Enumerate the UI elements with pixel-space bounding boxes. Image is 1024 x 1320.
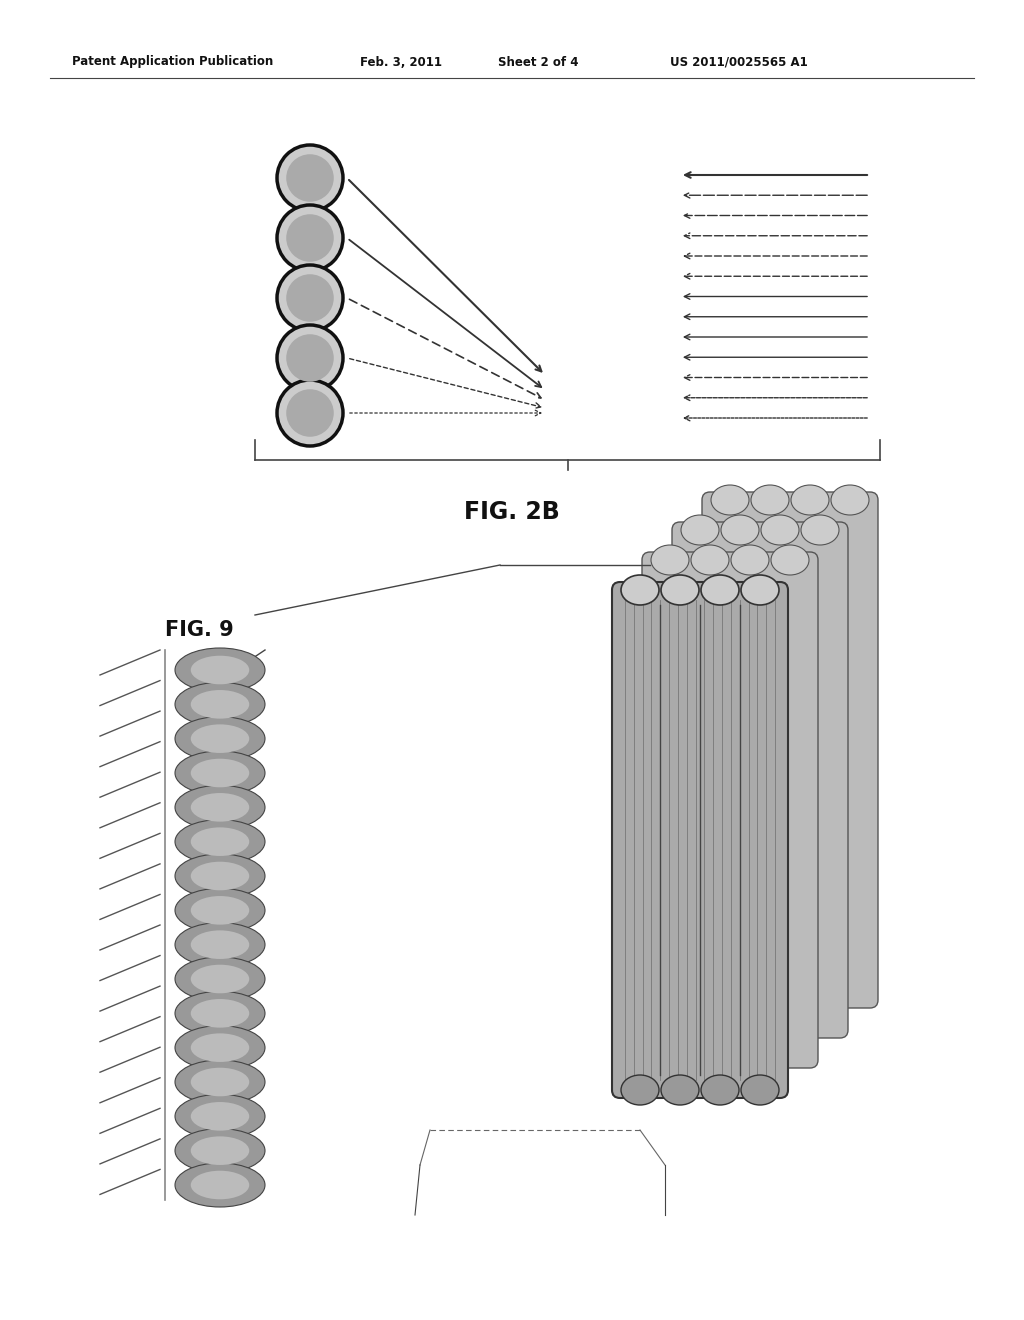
Ellipse shape <box>831 484 869 515</box>
Ellipse shape <box>175 1060 265 1104</box>
Ellipse shape <box>190 1102 249 1131</box>
Ellipse shape <box>175 717 265 760</box>
Ellipse shape <box>175 682 265 726</box>
Ellipse shape <box>681 515 719 545</box>
Ellipse shape <box>190 999 249 1028</box>
Ellipse shape <box>691 545 729 576</box>
Ellipse shape <box>662 576 699 605</box>
Ellipse shape <box>651 545 689 576</box>
Circle shape <box>278 205 343 271</box>
Text: Feb. 3, 2011: Feb. 3, 2011 <box>360 55 442 69</box>
Ellipse shape <box>190 759 249 787</box>
Ellipse shape <box>175 1129 265 1172</box>
Ellipse shape <box>175 957 265 1001</box>
Ellipse shape <box>741 1074 779 1105</box>
Ellipse shape <box>771 545 809 576</box>
Circle shape <box>278 265 343 331</box>
Text: Sheet 2 of 4: Sheet 2 of 4 <box>498 55 579 69</box>
Ellipse shape <box>190 1068 249 1097</box>
Ellipse shape <box>801 515 839 545</box>
Circle shape <box>287 389 334 437</box>
Ellipse shape <box>190 690 249 718</box>
Ellipse shape <box>741 576 779 605</box>
Ellipse shape <box>175 888 265 932</box>
Ellipse shape <box>701 1074 739 1105</box>
Ellipse shape <box>701 576 739 605</box>
Ellipse shape <box>190 793 249 821</box>
Ellipse shape <box>190 862 249 890</box>
Ellipse shape <box>662 1074 699 1105</box>
Ellipse shape <box>791 484 829 515</box>
Ellipse shape <box>190 1137 249 1166</box>
Circle shape <box>278 145 343 211</box>
FancyBboxPatch shape <box>702 492 878 1008</box>
Text: Patent Application Publication: Patent Application Publication <box>72 55 273 69</box>
FancyBboxPatch shape <box>672 521 848 1038</box>
Circle shape <box>287 154 334 202</box>
Ellipse shape <box>175 1163 265 1206</box>
Ellipse shape <box>721 515 759 545</box>
FancyBboxPatch shape <box>612 582 788 1098</box>
Ellipse shape <box>190 656 249 684</box>
Circle shape <box>278 380 343 446</box>
FancyBboxPatch shape <box>642 552 818 1068</box>
Ellipse shape <box>175 820 265 863</box>
Ellipse shape <box>190 965 249 993</box>
Ellipse shape <box>190 725 249 752</box>
Ellipse shape <box>175 1026 265 1069</box>
Ellipse shape <box>731 545 769 576</box>
Ellipse shape <box>175 923 265 966</box>
Circle shape <box>287 214 334 261</box>
Ellipse shape <box>621 1074 659 1105</box>
Ellipse shape <box>751 484 790 515</box>
Circle shape <box>287 275 334 322</box>
Ellipse shape <box>175 1094 265 1138</box>
Ellipse shape <box>175 751 265 795</box>
Text: US 2011/0025565 A1: US 2011/0025565 A1 <box>670 55 808 69</box>
Ellipse shape <box>190 931 249 958</box>
Ellipse shape <box>761 515 799 545</box>
Ellipse shape <box>711 484 749 515</box>
Ellipse shape <box>175 648 265 692</box>
Circle shape <box>278 325 343 391</box>
Ellipse shape <box>190 1034 249 1063</box>
Ellipse shape <box>175 854 265 898</box>
Circle shape <box>287 334 334 381</box>
Text: FIG. 2B: FIG. 2B <box>464 500 560 524</box>
Ellipse shape <box>190 896 249 924</box>
Text: FIG. 9: FIG. 9 <box>165 620 233 640</box>
Ellipse shape <box>175 991 265 1035</box>
Ellipse shape <box>175 785 265 829</box>
Ellipse shape <box>190 1171 249 1200</box>
Ellipse shape <box>621 576 659 605</box>
Ellipse shape <box>190 828 249 855</box>
